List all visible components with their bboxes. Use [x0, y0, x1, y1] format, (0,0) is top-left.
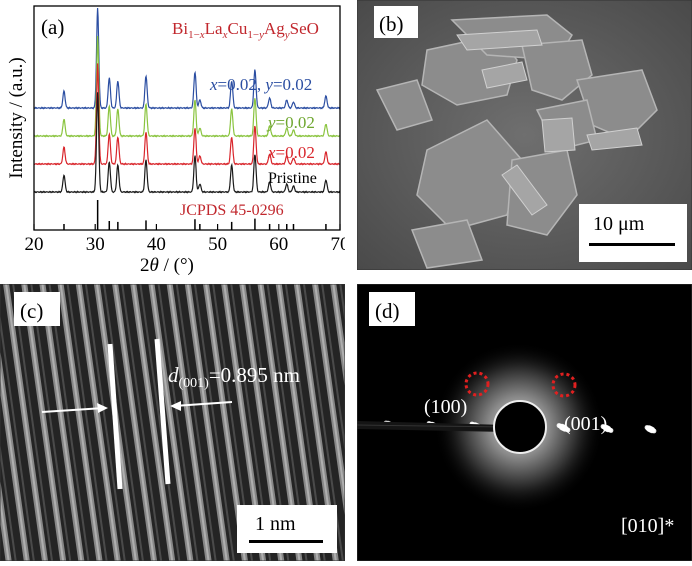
reference-label: JCPDS 45-0296: [180, 202, 284, 219]
panel-b-label: (b): [379, 12, 404, 36]
panel-a-label: (a): [41, 15, 64, 39]
x-tick-label: 60: [269, 234, 288, 255]
hrtem-scale-bar-label: 1 nm: [255, 513, 296, 535]
diffraction-spot: [644, 425, 650, 430]
x-tick-label: 70: [331, 234, 346, 255]
saed-pattern: (d) (100) (001) [010]*: [356, 283, 692, 562]
sem-image: (b) 10 μm: [356, 0, 692, 271]
hrtem-image: (c) d(001)=0.895 nm 1 nm: [0, 283, 346, 562]
xrd-series-3: [33, 63, 341, 166]
x-tick-label: 30: [86, 234, 105, 255]
x-axis-label: 2θ / (°): [140, 255, 194, 275]
x-tick-label: 50: [208, 234, 227, 255]
xrd-series-1: [33, 7, 341, 110]
series-label-y: y=0.02: [266, 113, 315, 132]
sem-scale-bar-label: 10 μm: [593, 213, 645, 235]
xrd-chart-panel: 20 30 40 50 60 70 (a) Bi1−xLaxCu1−yAgySeO x=0…: [0, 0, 350, 276]
x-tick-label: 20: [25, 234, 44, 255]
series-label-x: x=0.02: [267, 143, 315, 162]
xrd-chart: 20 30 40 50 60 70 (a) Bi1−xLaxCu1−yAgySeO x=0…: [6, 5, 350, 276]
sem-scale-bar: [589, 243, 675, 246]
diffraction-spot: [600, 424, 606, 429]
spot-label-100: (100): [424, 396, 467, 418]
panel-c-label: (c): [20, 299, 43, 323]
sem-image-panel: (b) 10 μm: [356, 0, 692, 271]
panel-d-label: (d): [375, 299, 400, 323]
series-label-pristine: Pristine: [268, 170, 317, 187]
x-tick-label: 40: [147, 234, 166, 255]
diffraction-spot: [556, 423, 562, 428]
chart-title: Bi1−xLaxCu1−yAgySeO: [172, 19, 319, 41]
saed-pattern-panel: (d) (100) (001) [010]*: [356, 283, 692, 562]
y-axis-label: Intensity / (a.u.): [6, 57, 27, 178]
xrd-series-2: [33, 35, 341, 138]
fringe-marker-right: [154, 338, 171, 485]
hrtem-image-panel: (c) d(001)=0.895 nm 1 nm: [0, 283, 346, 562]
zone-axis-label: [010]*: [621, 515, 674, 537]
fringe-marker-left: [107, 343, 123, 490]
spot-label-001: (001): [564, 413, 607, 435]
xrd-series-4: [33, 92, 341, 194]
hrtem-scale-bar: [249, 540, 323, 543]
d-spacing-label: d(001)=0.895 nm: [168, 363, 300, 391]
series-label-xy: x=0.02, y=0.02: [209, 75, 312, 94]
